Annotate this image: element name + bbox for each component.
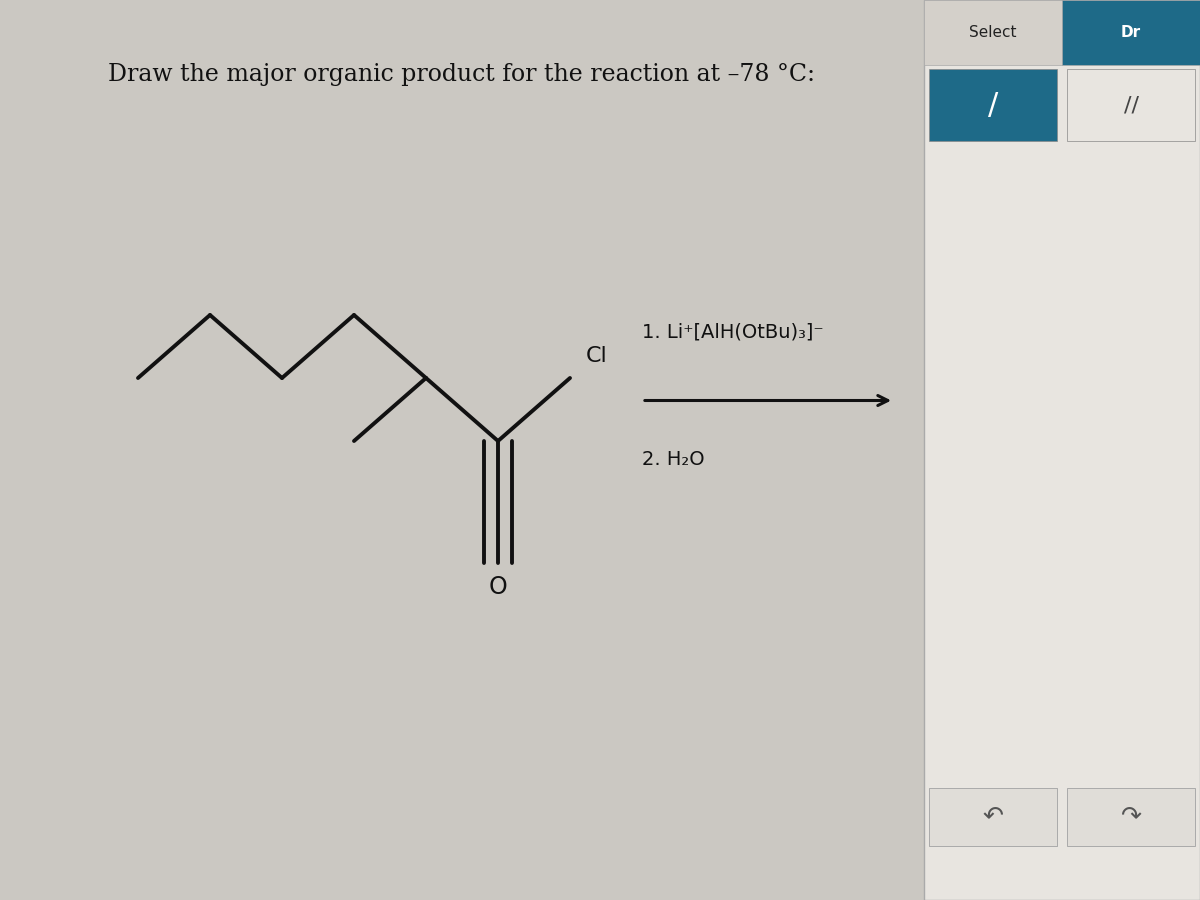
Text: Select: Select <box>970 25 1016 40</box>
Text: O: O <box>488 575 508 598</box>
Bar <box>1067 788 1195 846</box>
Text: Dr: Dr <box>1121 25 1141 40</box>
Text: ↷: ↷ <box>1121 805 1141 829</box>
Bar <box>929 69 1057 141</box>
Bar <box>1062 0 1200 65</box>
Bar <box>924 0 1200 900</box>
Text: //: // <box>1123 95 1139 115</box>
Text: /: / <box>988 91 998 120</box>
Text: Cl: Cl <box>586 346 607 365</box>
Bar <box>924 0 1062 65</box>
Text: ↶: ↶ <box>983 805 1003 829</box>
Text: 2. H₂O: 2. H₂O <box>642 450 704 469</box>
Text: 1. Li⁺[AlH(OtBu)₃]⁻: 1. Li⁺[AlH(OtBu)₃]⁻ <box>642 323 823 342</box>
Text: Draw the major organic product for the reaction at –78 °C:: Draw the major organic product for the r… <box>108 63 815 86</box>
Bar <box>929 788 1057 846</box>
Bar <box>1067 69 1195 141</box>
